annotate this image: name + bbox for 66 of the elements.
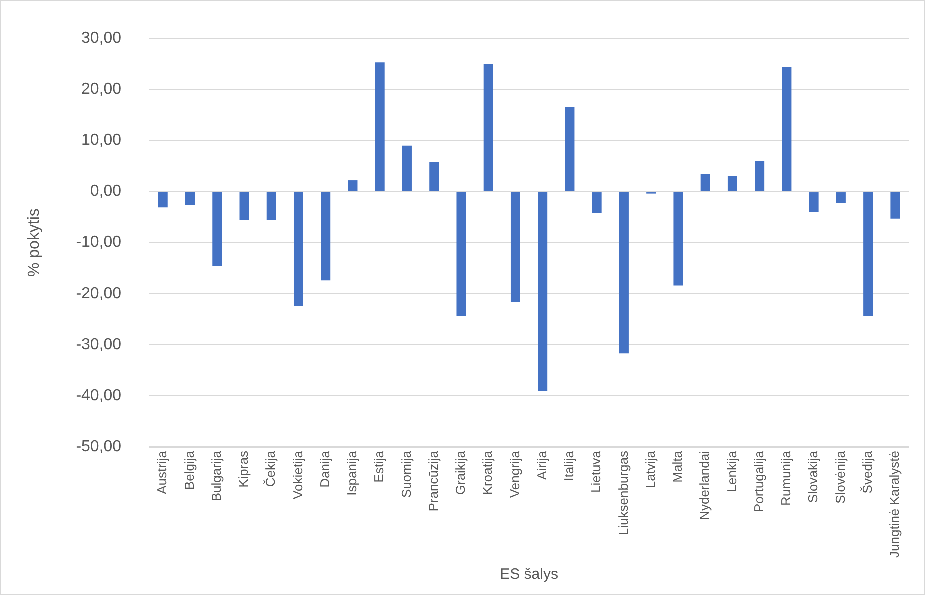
bar — [782, 67, 792, 192]
x-tick-label: Švedija — [860, 450, 875, 494]
x-tick-label: Belgija — [182, 450, 197, 490]
bar — [430, 162, 440, 192]
y-axis-title: % pokytis — [26, 208, 44, 278]
y-tick-label: 20,00 — [82, 81, 122, 98]
bar — [375, 62, 385, 192]
x-tick-label: Slovakija — [806, 450, 821, 504]
x-axis-title: ES šalys — [500, 566, 558, 584]
y-tick-label: 30,00 — [82, 30, 122, 48]
x-tick-label: Malta — [670, 450, 686, 483]
bar — [836, 192, 846, 204]
x-tick-label: Danija — [317, 450, 332, 488]
bar — [266, 192, 276, 220]
bar — [456, 192, 466, 316]
x-tick-label: Ispanija — [344, 450, 360, 496]
bar — [402, 146, 412, 192]
bar — [510, 192, 520, 303]
bar — [348, 180, 358, 192]
bar — [565, 108, 575, 192]
y-tick-label: -10,00 — [76, 234, 122, 252]
y-tick-label: -40,00 — [76, 387, 122, 404]
bar — [186, 192, 195, 206]
x-tick-label: Lietuva — [588, 450, 604, 493]
x-tick-label: Austrija — [154, 450, 170, 494]
x-tick-label: Latvija — [642, 450, 658, 489]
y-tick-label: -50,00 — [76, 438, 122, 456]
y-tick-label: -30,00 — [76, 336, 122, 354]
x-tick-label: Vokietija — [290, 450, 306, 500]
y-tick-label: 10,00 — [82, 132, 122, 150]
bar — [728, 176, 738, 192]
bar — [755, 161, 765, 192]
x-tick-label: Portugalija — [751, 450, 766, 512]
x-tick-label: Italija — [562, 450, 577, 482]
x-tick-label: Kipras — [236, 450, 252, 488]
bar — [484, 64, 494, 192]
x-tick-label: Vengrija — [507, 450, 522, 498]
x-tick-label: Estija — [372, 450, 387, 483]
x-tick-label: Suomija — [398, 450, 414, 498]
bar — [294, 192, 304, 306]
x-tick-label: Slovėnija — [832, 450, 848, 504]
x-tick-label: Prancūzija — [426, 450, 441, 512]
x-tick-label: Čekija — [263, 450, 278, 488]
x-tick-label: Lenkija — [724, 450, 740, 492]
bar — [864, 192, 874, 316]
bar — [619, 192, 629, 354]
bar — [674, 192, 684, 286]
bar — [700, 174, 710, 192]
x-tick-label: Liuksenburgas — [616, 450, 631, 536]
x-tick-label: Nyderlandai — [697, 450, 712, 520]
x-tick-label: Graikija — [453, 450, 468, 496]
bar — [592, 192, 602, 214]
bar — [240, 192, 250, 220]
bar — [809, 192, 819, 212]
x-tick-label: Bulgarija — [208, 450, 224, 502]
bar — [538, 192, 548, 392]
bar — [321, 192, 331, 281]
x-tick-label: Kroatija — [480, 450, 496, 496]
y-tick-label: 0,00 — [90, 183, 122, 200]
bar — [890, 192, 900, 219]
x-tick-label: Jungtinė Karalystė — [887, 451, 902, 558]
x-tick-label: Airija — [534, 450, 550, 480]
y-tick-label: -20,00 — [76, 285, 122, 302]
bar — [158, 192, 168, 208]
x-tick-label: Rumunija — [778, 450, 794, 506]
bar — [212, 192, 222, 266]
